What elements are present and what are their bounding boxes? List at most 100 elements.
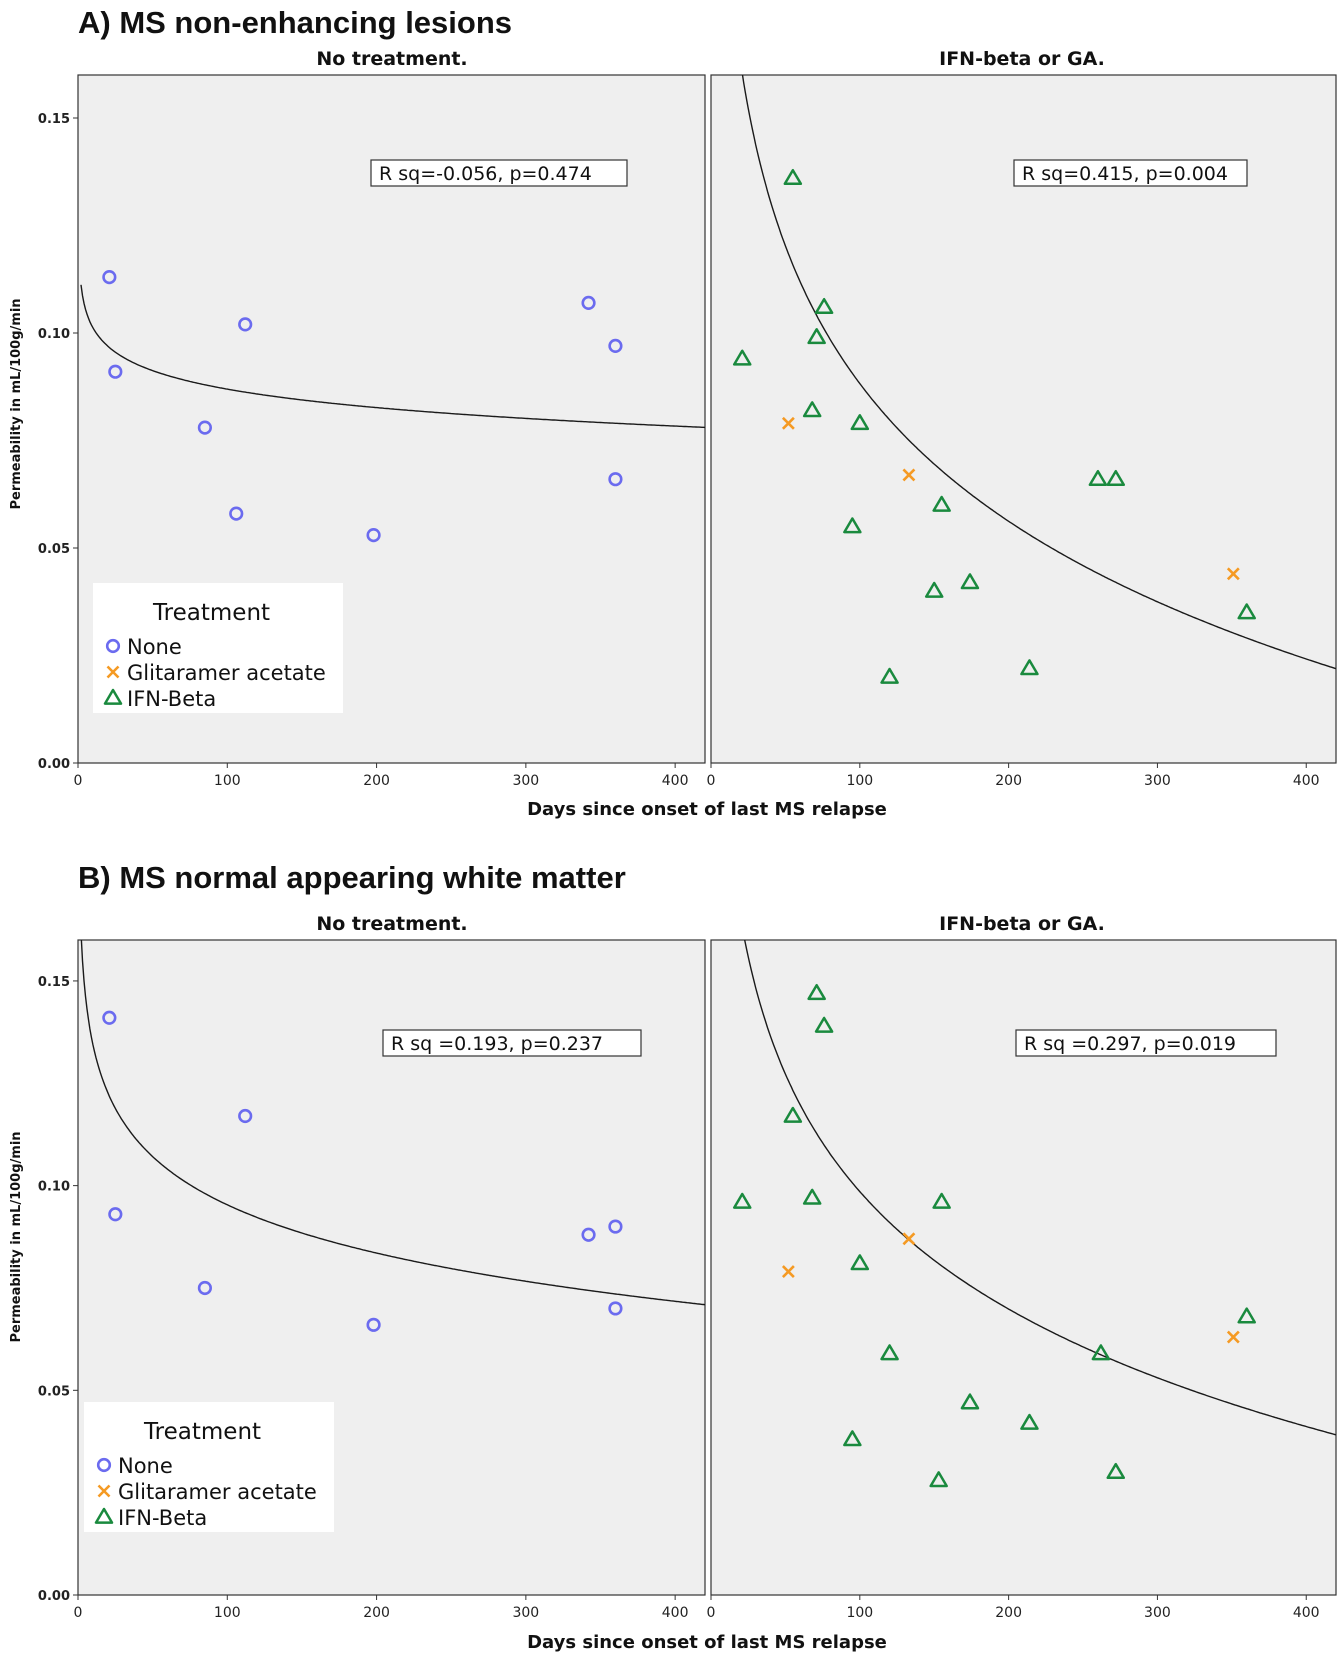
x-tick-label: 300 <box>512 1605 539 1621</box>
x-tick-label: 100 <box>214 773 241 789</box>
x-tick-label: 300 <box>1144 773 1171 789</box>
stat-text: R sq =0.297, p=0.019 <box>1024 1033 1236 1055</box>
x-axis-label-a: Days since onset of last MS relapse <box>527 799 887 820</box>
stat-text: R sq =0.193, p=0.237 <box>391 1033 603 1055</box>
legend-label: None <box>118 1454 173 1478</box>
stat-box <box>382 1029 642 1057</box>
data-point-circle <box>608 472 623 487</box>
stat-box <box>1013 159 1248 187</box>
data-point-x <box>1226 567 1240 581</box>
data-point-triangle <box>733 1192 752 1209</box>
data-point-triangle <box>929 1471 948 1488</box>
y-tick-label: 0.10 <box>38 1180 70 1195</box>
data-point-triangle <box>843 517 862 534</box>
panel-title-a-left: No treatment. <box>316 48 467 70</box>
data-point-circle <box>102 270 117 285</box>
stat-box <box>370 159 628 187</box>
y-tick-label: 0.00 <box>38 757 70 772</box>
data-point-triangle <box>850 1254 870 1271</box>
data-point-circle <box>608 1219 623 1234</box>
x-tick-label: 0 <box>707 1605 716 1621</box>
legend-label: None <box>127 635 182 659</box>
data-point-triangle <box>1020 659 1039 676</box>
data-point-triangle <box>850 414 870 431</box>
data-point-triangle <box>960 1393 980 1410</box>
data-point-circle <box>366 1317 381 1332</box>
data-point-triangle <box>1088 469 1108 487</box>
y-axis-label-b: Permeability in mL/100g/min <box>9 1131 24 1342</box>
x-tick-label: 200 <box>995 773 1022 789</box>
x-tick-label: 300 <box>512 773 539 789</box>
section-title-a: A) MS non-enhancing lesions <box>78 5 512 40</box>
y-tick-label: 0.05 <box>38 542 70 557</box>
data-point-triangle <box>932 495 951 512</box>
legend-marker-x <box>106 665 120 679</box>
legend-marker-triangle <box>94 1507 114 1524</box>
x-tick-label: 100 <box>846 773 873 789</box>
y-tick-label: 0.00 <box>38 1589 70 1604</box>
data-point-triangle <box>733 349 752 366</box>
data-point-triangle <box>814 1016 834 1033</box>
data-point-x <box>781 416 795 430</box>
data-point-circle <box>366 527 381 543</box>
data-point-triangle <box>924 581 944 598</box>
fit-line <box>743 940 1336 1436</box>
fit-line <box>80 284 705 429</box>
data-point-triangle <box>807 983 826 1001</box>
data-point-triangle <box>843 1430 862 1447</box>
legend-title: Treatment <box>152 600 270 626</box>
stat-box <box>1015 1029 1277 1057</box>
data-point-triangle <box>1106 469 1126 487</box>
y-tick-label: 0.15 <box>38 975 70 990</box>
legend-label: IFN-Beta <box>127 687 216 711</box>
x-tick-label: 100 <box>214 1605 241 1621</box>
data-point-circle <box>581 295 596 311</box>
data-point-triangle <box>1106 1462 1126 1480</box>
data-point-circle <box>608 1301 623 1316</box>
plot-panel-a-ifn-ga: 0 100 200 300 400 R sq=0.415, p=0.004 <box>707 74 1337 789</box>
plot-area <box>710 74 1337 764</box>
data-point-x <box>902 1232 916 1246</box>
x-tick-label: 400 <box>1293 773 1320 789</box>
data-point-triangle <box>814 297 834 315</box>
data-point-triangle <box>1237 1307 1256 1324</box>
data-point-circle <box>197 1280 212 1296</box>
legend-marker-triangle <box>103 688 123 705</box>
y-tick-label: 0.15 <box>38 112 70 127</box>
x-tick-label: 400 <box>1293 1605 1320 1621</box>
data-point-circle <box>108 1207 123 1222</box>
data-point-triangle <box>783 168 803 186</box>
data-point-circle <box>238 317 253 332</box>
data-point-triangle <box>880 667 899 684</box>
fit-line <box>80 940 705 1306</box>
data-point-triangle <box>880 1344 899 1361</box>
legend-marker-circle <box>96 1457 112 1473</box>
data-point-circle <box>102 1010 117 1025</box>
legend-label: Glitaramer acetate <box>127 661 326 685</box>
x-tick-label: 100 <box>846 1605 873 1621</box>
data-point-x <box>902 468 916 482</box>
data-point-triangle <box>960 573 980 590</box>
x-tick-label: 0 <box>74 773 83 789</box>
x-tick-label: 200 <box>995 1605 1022 1621</box>
plot-panel-b-ifn-ga: 0 100 200 300 400 R sq =0.297, p=0.019 <box>707 939 1337 1621</box>
data-point-triangle <box>932 1192 951 1209</box>
y-tick-label: 0.05 <box>38 1384 70 1399</box>
y-tick-label: 0.10 <box>38 327 70 342</box>
x-tick-label: 200 <box>363 1605 390 1621</box>
x-tick-label: 200 <box>363 773 390 789</box>
x-tick-label: 0 <box>707 773 716 789</box>
data-point-circle <box>197 420 212 435</box>
data-point-triangle <box>1091 1344 1111 1361</box>
data-point-triangle <box>1237 603 1256 620</box>
panel-title-b-right: IFN-beta or GA. <box>939 913 1105 935</box>
data-point-triangle <box>802 401 822 418</box>
panel-title-b-left: No treatment. <box>316 913 467 935</box>
section-title-b: B) MS normal appearing white matter <box>78 860 626 895</box>
data-point-triangle <box>783 1106 803 1123</box>
data-point-circle <box>229 506 244 521</box>
legend-box <box>84 1402 334 1532</box>
